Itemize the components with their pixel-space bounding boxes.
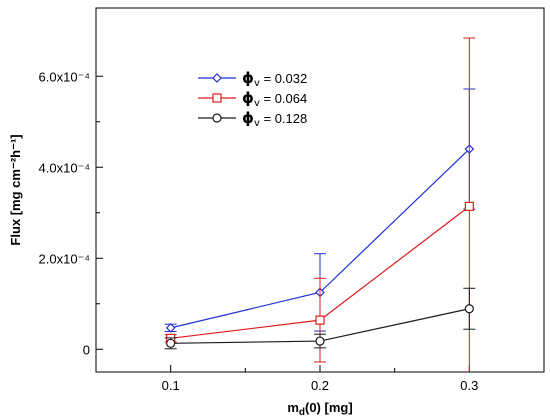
legend-entry-1: ϕv = 0.032: [198, 69, 307, 89]
y-tick-label: 2.0x10⁻⁴: [39, 251, 90, 266]
data-point: [165, 323, 176, 333]
legend-label: ϕv = 0.128: [242, 109, 307, 129]
x-tick-label: 0.1: [162, 378, 180, 393]
data-point: [166, 338, 176, 348]
x-axis-title-main: m: [287, 400, 299, 415]
x-tick-label: 0.3: [460, 378, 478, 393]
legend-marker: [212, 113, 222, 123]
series-3: [164, 287, 476, 350]
data-point: [315, 315, 325, 325]
y-axis: 0 2.0x10⁻⁴ 4.0x10⁻⁴ 6.0x10⁻⁴: [39, 69, 103, 357]
x-axis: 0.1 0.2 0.3: [162, 365, 478, 393]
legend-entry-2: ϕv = 0.064: [198, 89, 307, 109]
y-axis-title: Flux [mg cm⁻²h⁻¹]: [8, 134, 23, 245]
legend-label: ϕv = 0.032: [242, 69, 307, 89]
x-axis-title: md(0) [mg]: [287, 400, 352, 418]
data-point: [315, 336, 325, 346]
series-2: [164, 37, 476, 372]
y-tick-label: 0: [83, 342, 90, 357]
x-axis-title-sub: d: [299, 407, 305, 418]
legend-marker: [212, 93, 222, 103]
data-point: [464, 304, 474, 314]
x-tick-label: 0.2: [311, 378, 329, 393]
y-tick-label: 6.0x10⁻⁴: [39, 69, 90, 84]
y-tick-label: 4.0x10⁻⁴: [39, 160, 90, 175]
series-layer: [164, 37, 476, 372]
data-point: [464, 201, 474, 211]
legend-marker: [212, 73, 222, 83]
x-axis-title-rest: (0) [mg]: [305, 400, 353, 415]
legend-label: ϕv = 0.064: [242, 89, 307, 109]
legend-entry-3: ϕv = 0.128: [198, 109, 307, 129]
